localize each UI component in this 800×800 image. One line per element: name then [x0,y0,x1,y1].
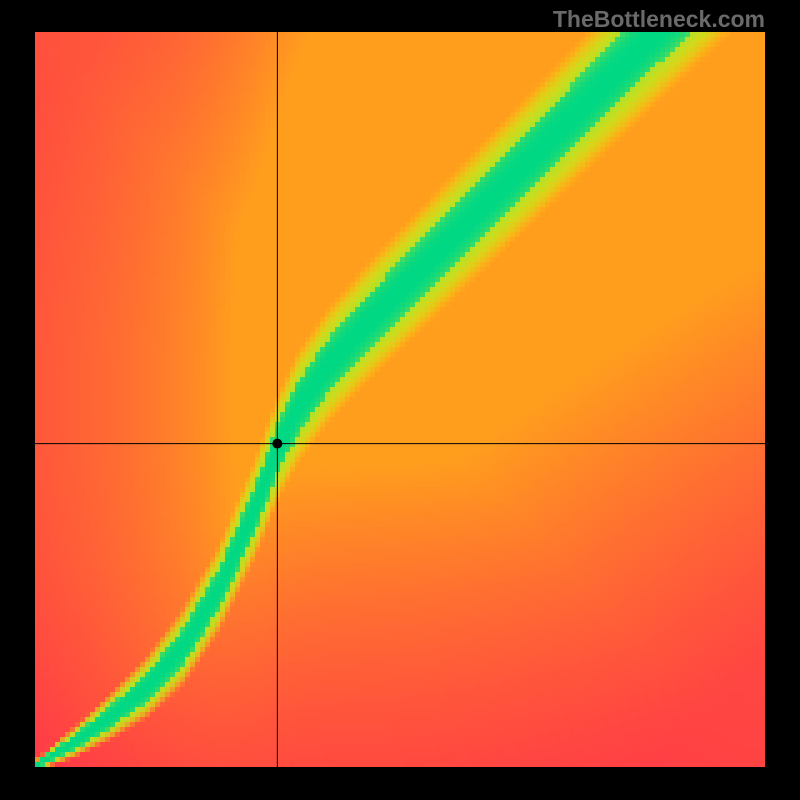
bottleneck-heatmap [35,32,765,767]
chart-container: TheBottleneck.com [0,0,800,800]
watermark-text: TheBottleneck.com [553,6,765,33]
